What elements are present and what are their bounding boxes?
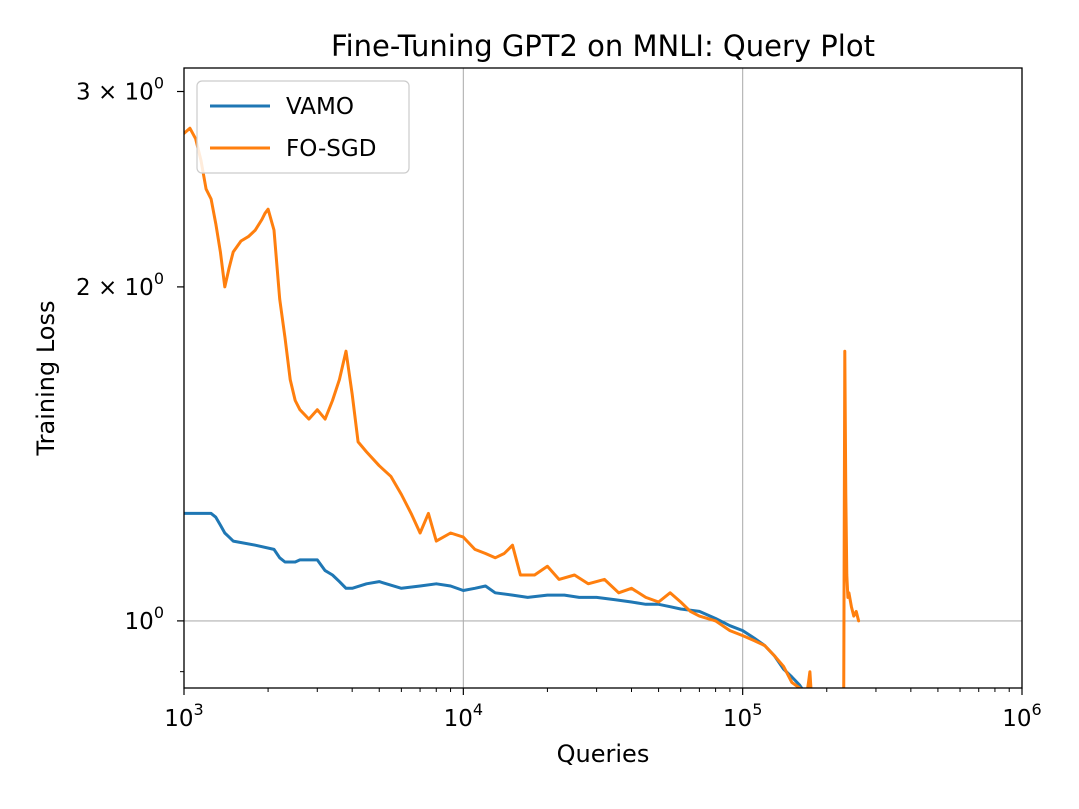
y-tick-base: 10 [125,609,154,635]
minor-ticks [180,671,1010,692]
y-tick-base: 10 [125,275,154,301]
x-axis: 103 104 105 106 [164,688,1042,732]
x-tick-label: 106 [1002,700,1041,732]
x-tick-label: 104 [444,700,483,732]
x-tick-exponent: 4 [473,700,483,719]
y-tick-base: 10 [125,80,154,106]
x-tick-base: 10 [444,706,473,732]
x-tick-base: 10 [1002,706,1031,732]
x-tick-exponent: 3 [194,700,204,719]
y-tick-label: 100 [125,603,164,635]
y-axis-label: Training Loss [32,301,60,457]
x-tick-base: 10 [723,706,752,732]
y-tick-label: 2 × 100 [76,269,164,301]
legend: VAMO FO-SGD [196,80,410,174]
series-line-vamo [184,511,804,688]
x-tick-exponent: 6 [1032,700,1042,719]
series-line-fo-sgd [184,126,861,688]
y-tick-label: 3 × 100 [76,74,164,106]
x-tick-exponent: 5 [752,700,762,719]
x-tick-label: 105 [723,700,762,732]
legend-label: FO-SGD [286,136,376,162]
x-tick-label: 103 [164,700,203,732]
plot-frame [183,67,1023,689]
x-tick-base: 10 [164,706,193,732]
legend-label: VAMO [286,94,354,120]
series-layer [184,126,861,688]
chart-title: Fine-Tuning GPT2 on MNLI: Query Plot [331,29,875,63]
y-tick-coefficient: 3 × [76,80,125,106]
x-axis-label: Queries [557,740,650,768]
y-tick-exponent: 0 [154,269,164,288]
legend-box [196,80,410,174]
y-tick-exponent: 0 [154,603,164,622]
y-tick-exponent: 0 [154,74,164,93]
y-tick-coefficient: 2 × [76,275,125,301]
